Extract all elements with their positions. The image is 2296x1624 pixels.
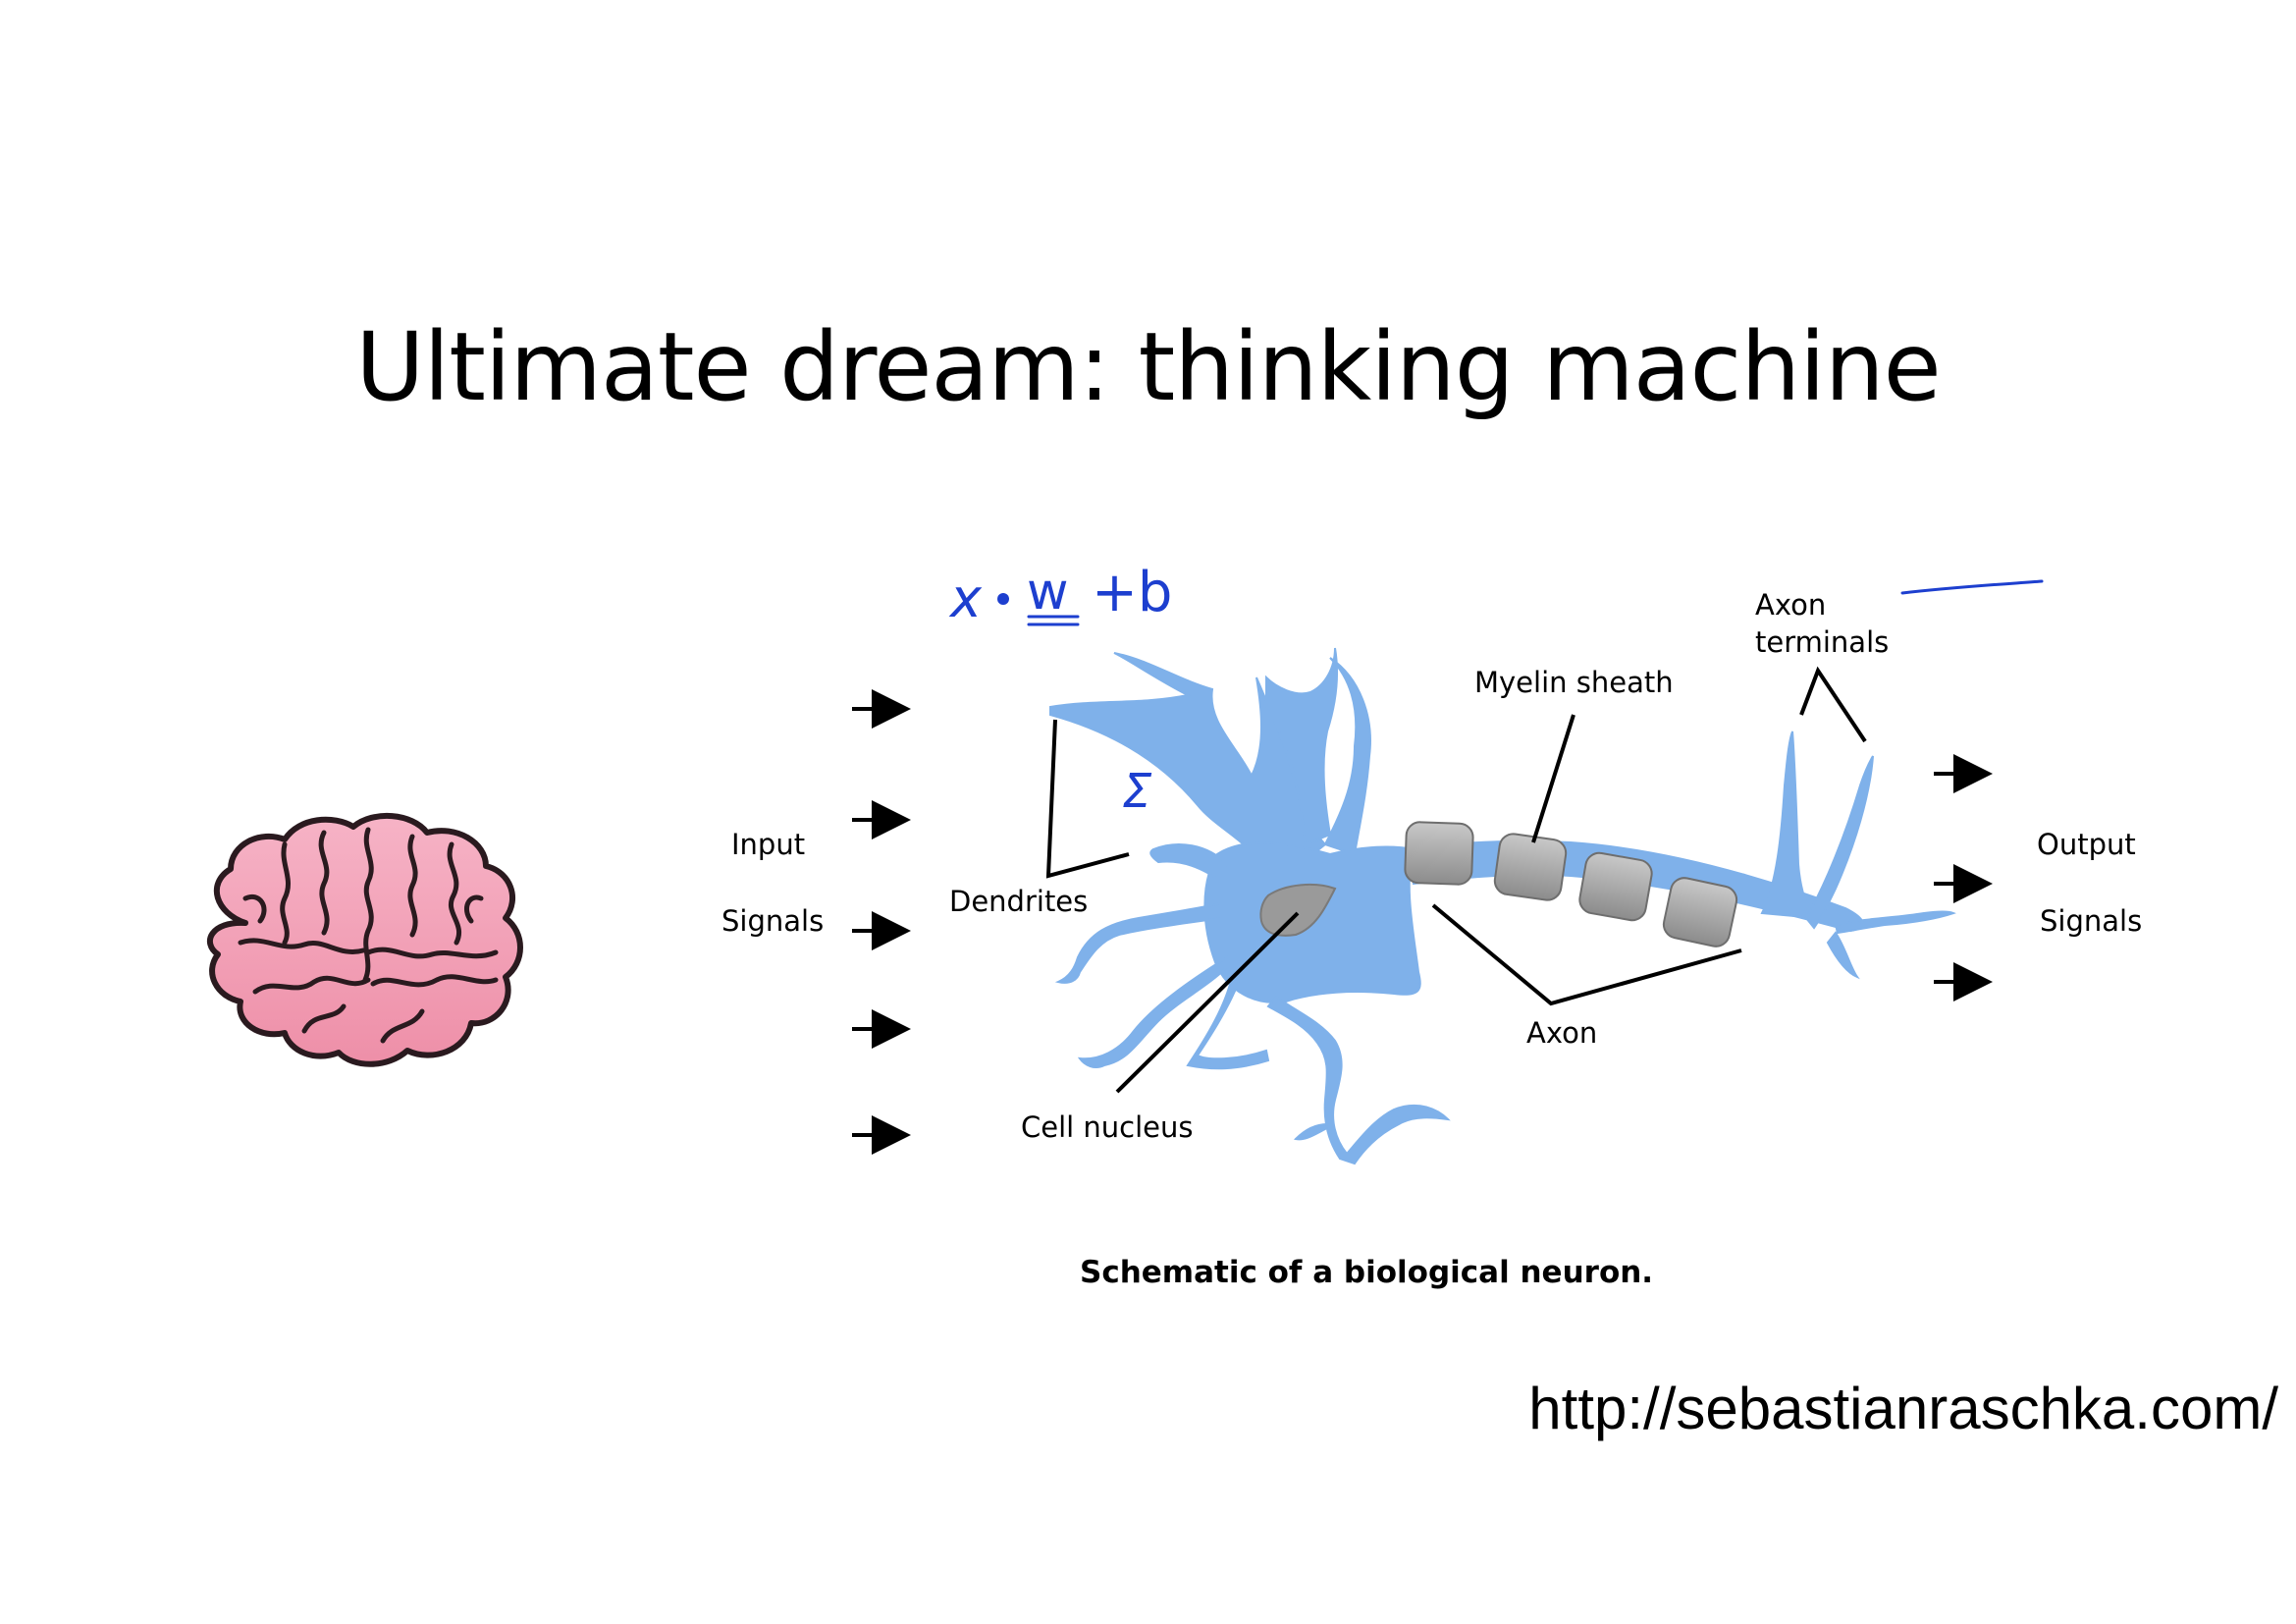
sum-symbol: Σ xyxy=(1122,764,1152,819)
neuron-illustration xyxy=(1049,647,1956,1165)
label-axon: Axon xyxy=(1526,1016,1597,1050)
label-output-signals: Signals xyxy=(2040,904,2142,938)
myelin-sheath-pointer xyxy=(1531,714,1575,843)
myelin-segment-2 xyxy=(1493,833,1568,901)
figure-caption: Schematic of a biological neuron. xyxy=(1080,1255,1654,1290)
handwritten-annotations: x w +b Σ xyxy=(948,561,2044,819)
output-arrows xyxy=(1934,754,1993,1001)
output-stroke xyxy=(1900,579,2044,595)
axon-pointer xyxy=(1431,903,1742,1006)
cell-nucleus-pointer xyxy=(1115,911,1300,1094)
pointer-lines xyxy=(1045,666,1867,1094)
label-myelin-sheath: Myelin sheath xyxy=(1474,666,1674,699)
formula-w: w xyxy=(1027,563,1069,622)
input-arrows xyxy=(852,689,911,1155)
label-input: Input xyxy=(731,828,805,861)
cell-nucleus xyxy=(1259,884,1337,937)
axon-terminals-pointer xyxy=(1799,666,1867,743)
formula-x: x xyxy=(948,568,983,629)
brain-icon xyxy=(206,813,523,1067)
formula-b: +b xyxy=(1092,561,1172,624)
label-input-signals: Signals xyxy=(721,904,824,938)
label-dendrites: Dendrites xyxy=(949,885,1088,918)
label-axon-terminals-2: terminals xyxy=(1755,625,1889,659)
label-axon-terminals-1: Axon xyxy=(1755,588,1826,622)
myelin-segments xyxy=(1404,821,1738,947)
source-url[interactable]: http://sebastianraschka.com/ xyxy=(1528,1376,2278,1441)
myelin-segment-1 xyxy=(1404,821,1474,886)
myelin-segment-4 xyxy=(1662,877,1738,947)
slide-title: Ultimate dream: thinking machine xyxy=(355,312,1941,422)
myelin-segment-3 xyxy=(1578,851,1653,922)
dendrites-pointer xyxy=(1045,719,1130,879)
label-output: Output xyxy=(2037,828,2136,861)
diagram-labels: Input Signals Output Signals Dendrites C… xyxy=(721,588,2142,1144)
formula-dot xyxy=(997,593,1009,605)
label-cell-nucleus: Cell nucleus xyxy=(1021,1110,1194,1144)
